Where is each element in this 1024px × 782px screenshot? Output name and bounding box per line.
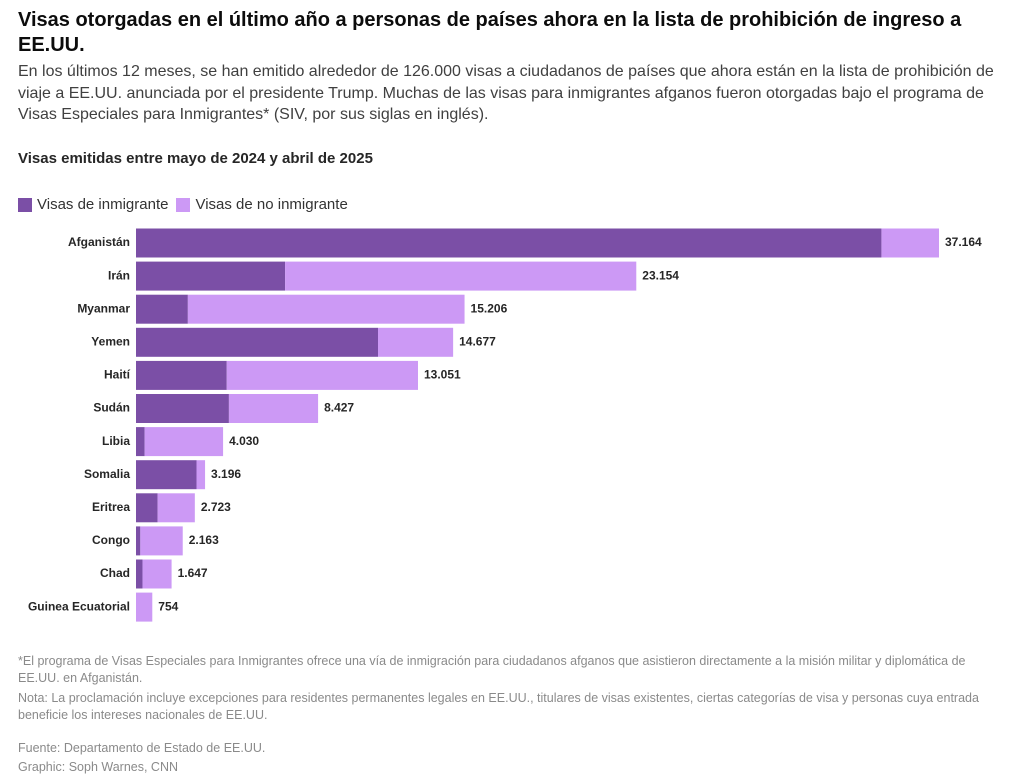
total-label: 13.051 bbox=[424, 368, 461, 382]
legend-item: Visas de inmigrante bbox=[18, 196, 168, 213]
total-label: 37.164 bbox=[945, 235, 982, 249]
chart: Afganistán 37.164 Irán 23.154 Myanmar 15.206 Y… bbox=[28, 228, 982, 622]
bar-segment bbox=[881, 228, 939, 258]
footnotes: *El programa de Visas Especiales para In… bbox=[18, 653, 998, 727]
total-label: 3.196 bbox=[211, 467, 241, 481]
bar-segment bbox=[377, 327, 454, 357]
y-tick-label: Myanmar bbox=[77, 301, 130, 315]
bar-segment bbox=[136, 327, 378, 357]
bar-segment bbox=[136, 460, 197, 490]
total-label: 2.723 bbox=[201, 500, 231, 514]
bar-segment bbox=[136, 559, 143, 589]
footnote: *El programa de Visas Especiales para In… bbox=[18, 654, 966, 685]
y-tick-label: Congo bbox=[92, 533, 130, 547]
y-tick-label: Chad bbox=[100, 566, 130, 580]
subtitle: En los últimos 12 meses, se han emitido … bbox=[18, 63, 994, 123]
total-label: 23.154 bbox=[642, 268, 679, 282]
credit: Graphic: Soph Warnes, CNN bbox=[18, 760, 179, 774]
total-label: 8.427 bbox=[324, 401, 354, 415]
total-label: 2.163 bbox=[189, 533, 219, 547]
y-tick-label: Yemen bbox=[91, 334, 130, 348]
legend-swatch bbox=[176, 197, 191, 212]
total-label: 15.206 bbox=[471, 301, 508, 315]
total-label: 4.030 bbox=[229, 434, 259, 448]
chart-title: Visas emitidas entre mayo de 2024 y abri… bbox=[18, 150, 373, 167]
total-label: 14.677 bbox=[459, 334, 496, 348]
y-tick-label: Afganistán bbox=[68, 235, 130, 249]
bar-segment bbox=[136, 360, 227, 390]
bar-segment bbox=[187, 294, 465, 324]
bar-segment bbox=[140, 526, 183, 556]
bar-segment bbox=[144, 427, 224, 457]
legend-label: Visas de inmigrante bbox=[37, 196, 169, 213]
bar-segment bbox=[136, 228, 882, 258]
bar-segment bbox=[136, 394, 229, 423]
footnote: Nota: La proclamación incluye excepcione… bbox=[18, 691, 979, 722]
y-tick-label: Irán bbox=[108, 268, 130, 282]
bar-segment bbox=[285, 261, 637, 291]
total-label: 754 bbox=[158, 599, 178, 613]
total-label: 1.647 bbox=[178, 566, 208, 580]
bar-segment bbox=[136, 261, 286, 291]
legend-item: Visas de no inmigrante bbox=[176, 196, 348, 213]
bar-segment bbox=[142, 559, 172, 589]
bar-segment bbox=[196, 460, 206, 490]
bar-segment bbox=[157, 493, 195, 523]
legend-label: Visas de no inmigrante bbox=[195, 196, 348, 213]
source: Fuente: Departamento de Estado de EE.UU. bbox=[18, 741, 266, 755]
y-tick-label: Sudán bbox=[93, 401, 130, 415]
y-tick-label: Libia bbox=[102, 434, 130, 448]
legend: Visas de inmigrante Visas de no inmigran… bbox=[18, 196, 356, 213]
bar-segment bbox=[136, 526, 141, 556]
y-tick-label: Haití bbox=[104, 368, 131, 382]
y-tick-label: Eritrea bbox=[92, 500, 130, 514]
bar-segment bbox=[136, 592, 153, 622]
legend-swatch bbox=[18, 197, 32, 212]
bar-segment bbox=[228, 394, 319, 423]
bar-segment bbox=[136, 294, 188, 324]
bar-segment bbox=[136, 427, 145, 457]
y-tick-label: Guinea Ecuatorial bbox=[28, 599, 130, 613]
source-block: Fuente: Departamento de Estado de EE.UU.… bbox=[18, 739, 265, 777]
bar-segment bbox=[226, 360, 418, 390]
title: Visas otorgadas en el último año a perso… bbox=[18, 9, 962, 56]
y-tick-label: Somalia bbox=[84, 467, 130, 481]
bar-segment bbox=[136, 493, 158, 523]
